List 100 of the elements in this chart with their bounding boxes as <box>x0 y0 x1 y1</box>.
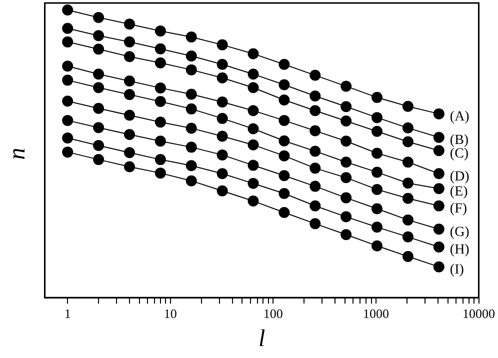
point <box>433 183 444 194</box>
series-label: (A) <box>450 109 470 124</box>
point <box>216 58 228 70</box>
point <box>278 206 290 218</box>
point <box>248 195 259 206</box>
point <box>433 224 444 235</box>
point <box>62 60 74 72</box>
x-tick-label: 100 <box>263 306 283 321</box>
point <box>278 188 290 199</box>
point <box>402 156 414 168</box>
series-label: (F) <box>450 202 468 217</box>
point <box>62 96 74 107</box>
point <box>278 150 290 162</box>
point <box>216 149 228 160</box>
point <box>340 172 352 184</box>
point <box>402 231 414 242</box>
point <box>372 126 383 137</box>
point <box>154 43 166 54</box>
point <box>340 192 352 204</box>
series-label: (E) <box>450 184 468 200</box>
point <box>93 68 104 80</box>
y-axis-title: n <box>4 148 31 160</box>
point <box>93 30 104 42</box>
point <box>62 132 74 144</box>
point <box>310 105 321 116</box>
point <box>340 136 352 147</box>
point <box>433 108 444 120</box>
point <box>216 96 228 108</box>
point <box>402 214 414 226</box>
point <box>372 240 383 252</box>
point <box>402 192 414 204</box>
point <box>62 36 74 48</box>
point <box>433 200 444 212</box>
point <box>154 82 166 94</box>
point <box>402 136 414 148</box>
point <box>154 168 166 179</box>
series-label: (I) <box>450 262 464 278</box>
point <box>402 122 414 134</box>
point <box>62 74 74 86</box>
point <box>372 166 383 178</box>
point <box>93 140 104 151</box>
point <box>154 25 166 36</box>
x-axis-title: l <box>258 326 266 352</box>
series-label: (C) <box>450 146 469 162</box>
point <box>248 123 259 134</box>
point <box>433 145 444 156</box>
point <box>433 261 444 272</box>
point <box>278 79 290 90</box>
point <box>372 112 383 124</box>
point <box>62 114 74 126</box>
point <box>402 100 414 112</box>
series-label: (B) <box>450 133 469 148</box>
point <box>340 101 352 112</box>
point <box>186 122 197 134</box>
point <box>278 170 290 182</box>
point <box>402 250 414 262</box>
point <box>154 136 166 147</box>
series-label: (D) <box>450 169 470 184</box>
point <box>372 148 383 159</box>
point <box>433 168 444 180</box>
point <box>124 36 135 48</box>
point <box>93 154 104 166</box>
point <box>340 211 352 222</box>
x-tick-label: 10000 <box>462 306 495 321</box>
point <box>278 94 290 106</box>
point <box>248 178 259 189</box>
point <box>93 102 104 114</box>
point <box>186 103 197 114</box>
point <box>310 125 321 136</box>
point <box>372 203 383 214</box>
point <box>154 154 166 166</box>
point <box>124 89 135 100</box>
point <box>310 218 321 230</box>
point <box>62 146 74 158</box>
point <box>154 116 166 128</box>
point <box>433 241 444 252</box>
point <box>154 96 166 107</box>
point <box>248 139 259 150</box>
point <box>310 200 321 212</box>
point <box>93 82 104 94</box>
point <box>310 70 321 81</box>
point <box>216 185 228 196</box>
point <box>310 162 321 174</box>
point <box>186 32 197 43</box>
x-tick-label: 1000 <box>362 306 389 321</box>
point <box>124 147 135 158</box>
point <box>372 222 383 233</box>
point <box>62 22 74 34</box>
point <box>216 39 228 50</box>
point <box>186 160 197 172</box>
point <box>124 18 135 30</box>
point <box>216 112 228 124</box>
point <box>248 68 259 80</box>
point <box>186 88 197 100</box>
series-label: (G) <box>450 224 470 240</box>
series-label: (H) <box>450 242 470 258</box>
point <box>278 58 290 70</box>
point <box>278 135 290 146</box>
point <box>340 80 352 92</box>
point <box>433 132 444 143</box>
